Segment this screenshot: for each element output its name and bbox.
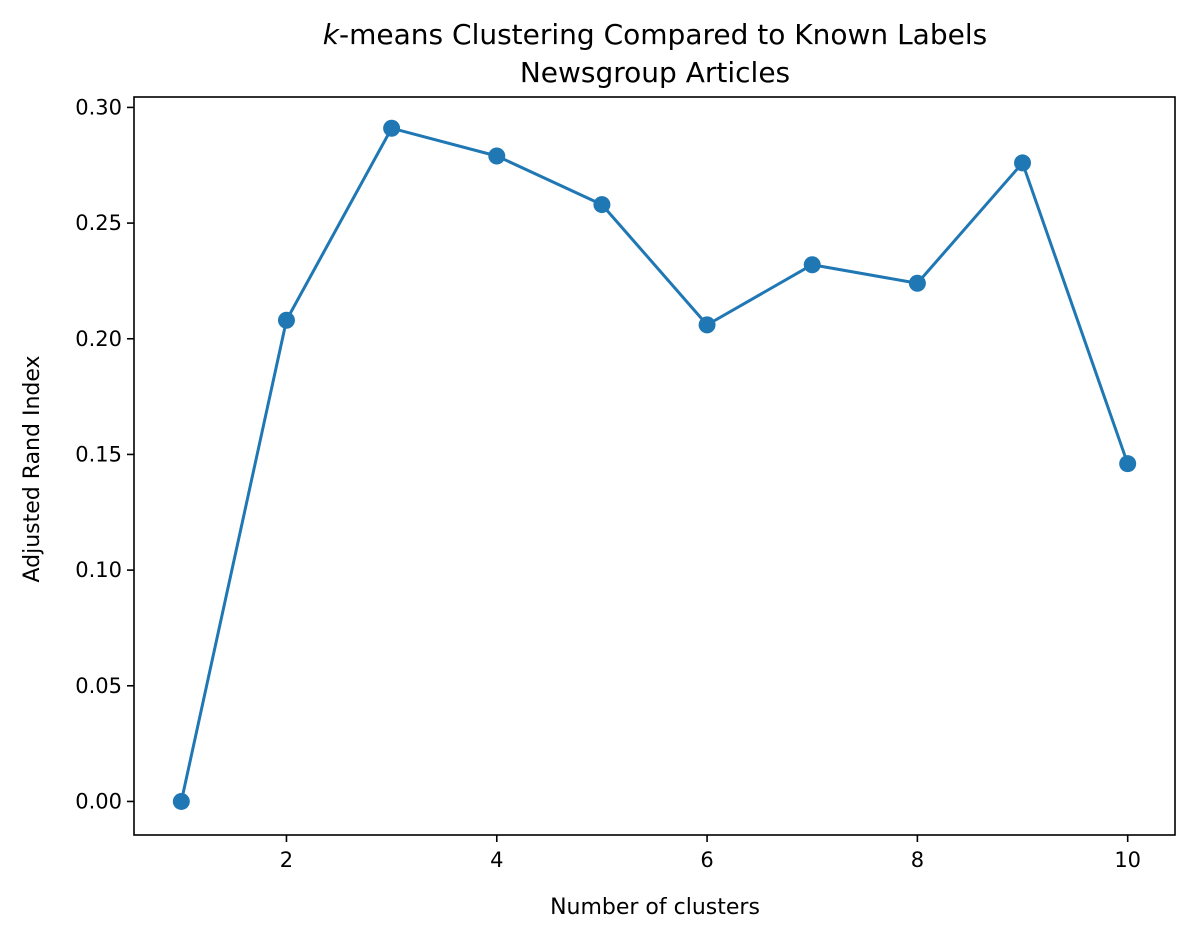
y-tick-label: 0.30 (75, 95, 122, 119)
y-tick-label: 0.15 (75, 442, 122, 466)
data-point (488, 147, 506, 165)
series-line (179, 126, 1130, 802)
y-tick-label: 0.20 (75, 327, 122, 351)
data-point (1119, 455, 1137, 473)
chart-title-rest: -means Clustering Compared to Known Labe… (339, 18, 987, 51)
x-tick-label: 8 (911, 848, 924, 872)
y-tick-label: 0.10 (75, 558, 122, 582)
data-point (172, 792, 190, 810)
y-tick-label: 0.25 (75, 211, 122, 235)
plot-area-frame (133, 96, 1176, 836)
data-point (383, 119, 401, 137)
x-tick-label: 6 (700, 848, 713, 872)
data-point (593, 196, 611, 214)
x-axis-label: Number of clusters (550, 895, 760, 920)
data-point (698, 316, 716, 334)
chart-title: k-means Clustering Compared to Known Lab… (323, 18, 987, 51)
y-axis-ticks: 0.00 0.05 0.10 0.15 0.20 0.25 0.30 (75, 95, 134, 813)
x-tick-label: 4 (490, 848, 503, 872)
data-point (277, 311, 295, 329)
data-point (908, 274, 926, 292)
x-tick-label: 2 (280, 848, 293, 872)
x-axis-ticks: 2 4 6 8 10 (280, 835, 1141, 872)
chart-title-italic: k (323, 18, 341, 51)
x-tick-label: 10 (1114, 848, 1141, 872)
chart-subtitle: Newsgroup Articles (520, 56, 790, 89)
y-tick-label: 0.00 (75, 789, 122, 813)
data-point (1014, 154, 1032, 172)
y-tick-label: 0.05 (75, 674, 122, 698)
y-axis-label: Adjusted Rand Index (20, 355, 45, 582)
data-point (803, 256, 821, 274)
series-layer (172, 119, 1137, 810)
